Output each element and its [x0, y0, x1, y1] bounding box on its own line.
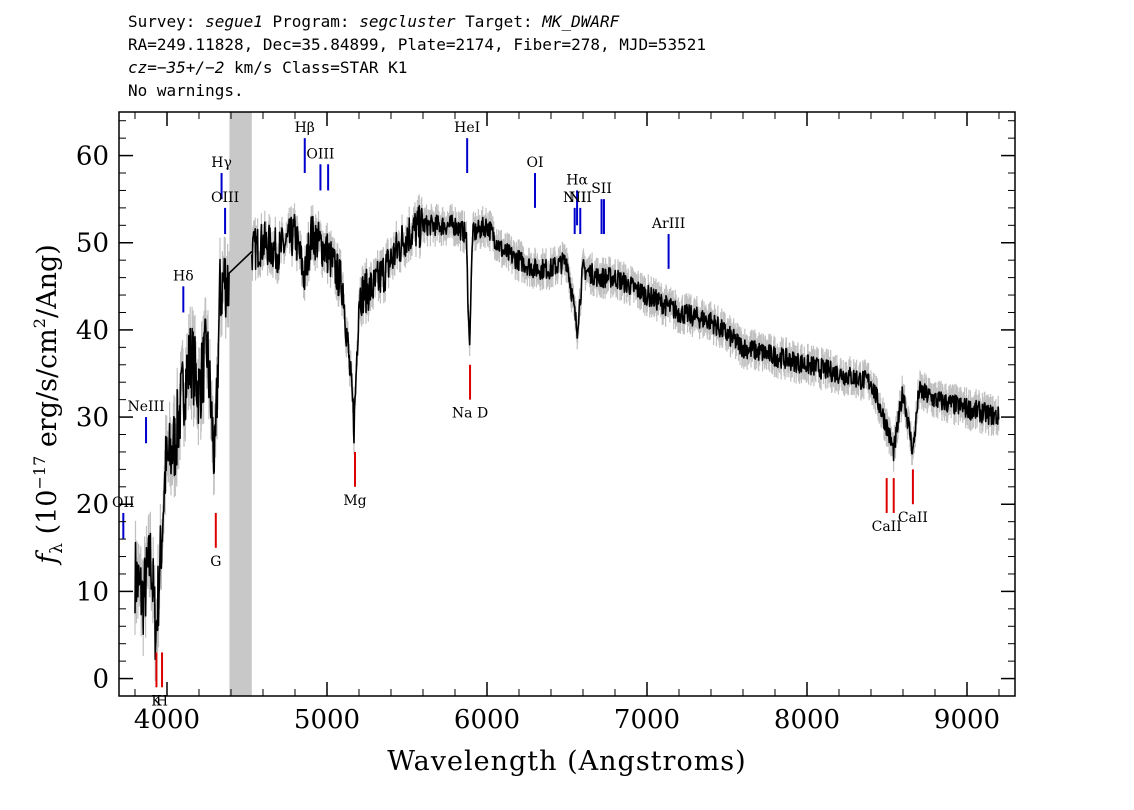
emission-line-nii-10-label: NII: [563, 190, 586, 206]
program-name: segcluster: [359, 12, 456, 31]
spectrum-header: Survey: segue1 Program: segcluster Targe…: [128, 10, 706, 102]
x-tick-label-5000: 5000: [294, 705, 360, 735]
flux-spectrum-line: [134, 205, 1000, 660]
absorption-line-h-1-label: H: [156, 693, 168, 709]
x-tick-label-4000: 4000: [134, 705, 200, 735]
y-tick-label-0: 0: [92, 665, 109, 695]
emission-line-h--11-label: Hα: [566, 172, 588, 188]
emission-line-neiii-1-label: NeIII: [127, 399, 164, 415]
x-axis-label: Wavelength (Angstroms): [387, 746, 746, 777]
absorption-line-mg-3-label: Mg: [343, 493, 366, 509]
y-tick-label-30: 30: [76, 403, 109, 433]
x-tick-label-6000: 6000: [454, 705, 520, 735]
header-line-coords: RA=249.11828, Dec=35.84899, Plate=2174, …: [128, 35, 706, 54]
y-tick-label-20: 20: [76, 490, 109, 520]
x-tick-label-8000: 8000: [774, 705, 840, 735]
target-name: MK_DWARF: [542, 12, 620, 31]
absorption-line-caii-7-label: CaII: [898, 510, 928, 526]
y-tick-label-10: 10: [76, 577, 109, 607]
emission-line-oii-0-label: OII: [112, 495, 135, 511]
emission-line-sii-13-label: SII: [591, 181, 612, 197]
y-axis-label: fλ (10−17 erg/s/cm2/Ang): [30, 244, 67, 566]
x-tick-label-7000: 7000: [614, 705, 680, 735]
emission-line-oi-9-label: OI: [526, 155, 543, 171]
emission-line-nii-12-label: NII: [569, 190, 592, 206]
emission-line-oiii-6-label: OIII: [306, 146, 334, 162]
masked-region: [229, 112, 252, 696]
absorption-line-g-2-label: G: [210, 554, 221, 570]
emission-line-h--2-label: Hδ: [173, 268, 194, 284]
y-tick-label-50: 50: [76, 229, 109, 259]
y-tick-label-40: 40: [76, 316, 109, 346]
header-line-survey: Survey: segue1 Program: segcluster Targe…: [128, 12, 620, 31]
header-line-redshift: cz=−35+/−2 km/s Class=STAR K1: [128, 58, 408, 77]
plot-frame: [118, 111, 1016, 697]
absorption-line-na-d-4-label: Na D: [452, 406, 488, 422]
x-tick-label-9000: 9000: [934, 705, 1000, 735]
y-tick-label-60: 60: [76, 142, 109, 172]
emission-line-ariii-15-label: ArIII: [651, 216, 685, 232]
header-line-warnings: No warnings.: [128, 81, 244, 100]
emission-line-oiii-4-label: OIII: [211, 190, 239, 206]
absorption-line-caii-5-label: CaII: [872, 519, 902, 535]
emission-line-hei-8-label: HeI: [454, 120, 480, 136]
emission-line-h--3-label: Hγ: [211, 155, 232, 171]
survey-name: segue1: [205, 12, 263, 31]
emission-line-h--5-label: Hβ: [295, 120, 315, 136]
absorption-line-k-0-label: K: [151, 693, 162, 709]
